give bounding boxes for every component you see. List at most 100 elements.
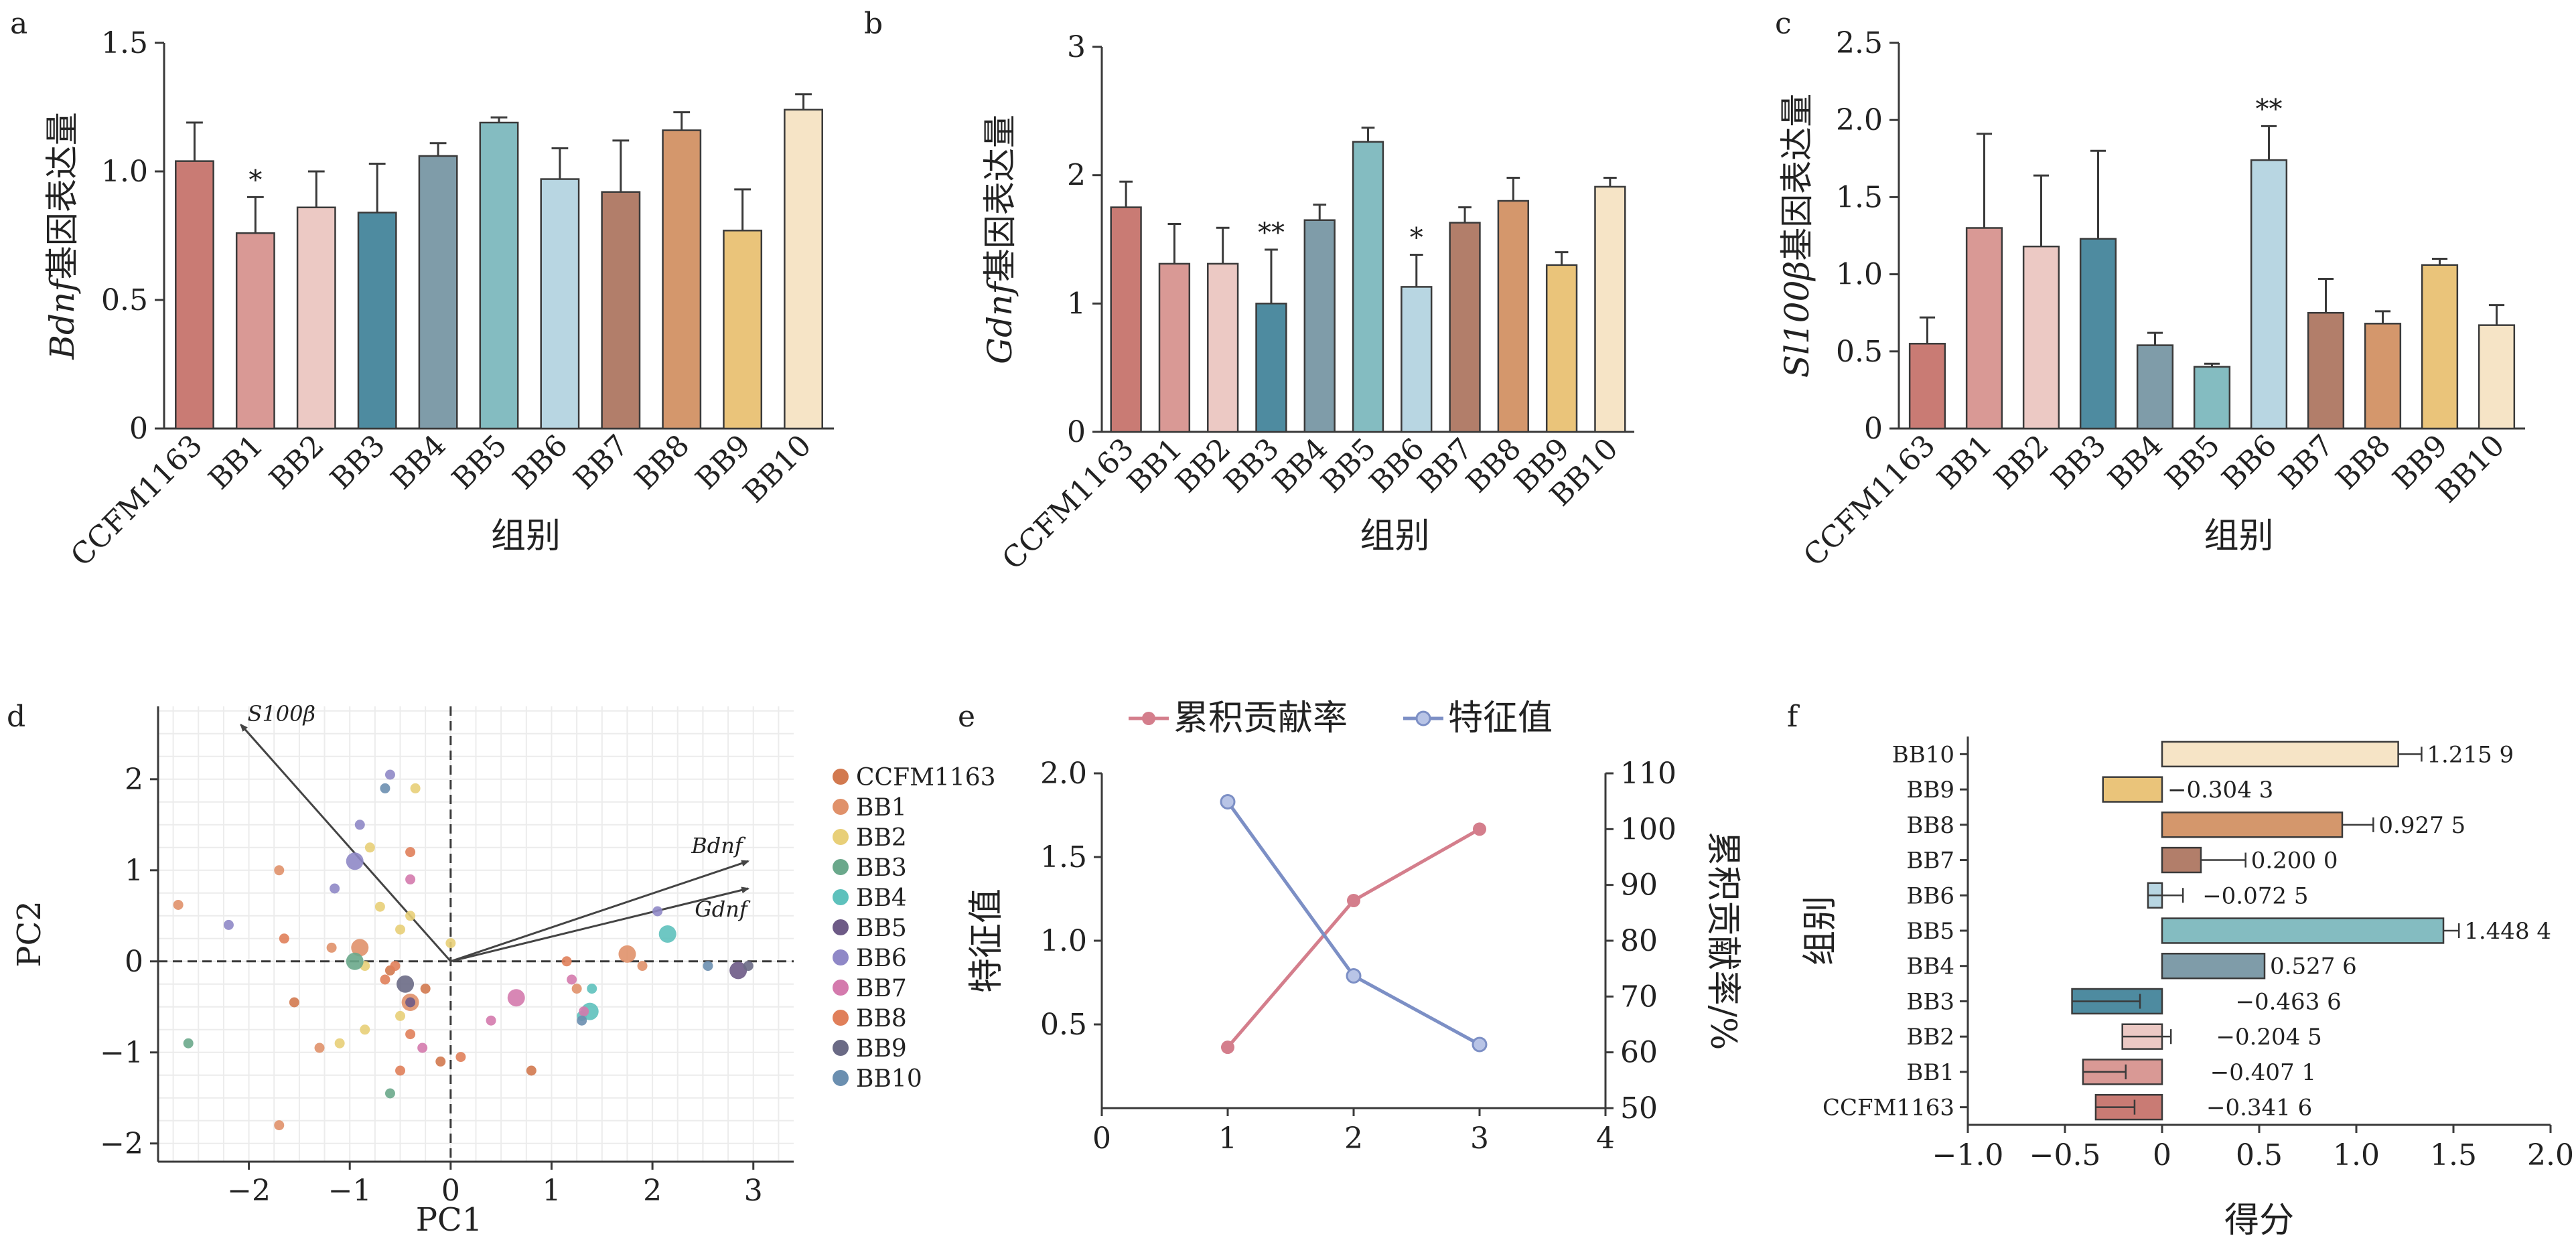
scatter-point-BB1 — [618, 945, 636, 963]
y-tick-label: 0 — [1864, 412, 1883, 446]
bar-BB4 — [1303, 219, 1336, 433]
scatter-point-BB2 — [445, 938, 456, 949]
legend-marker-BB8 — [833, 1010, 849, 1026]
legend-label: BB1 — [856, 794, 907, 822]
value-label: −0.407 1 — [2210, 1059, 2316, 1086]
scatter-point-BB1 — [314, 1042, 325, 1053]
bar-CCFM1163 — [1908, 343, 1946, 430]
y-tick-label: 1 — [1067, 287, 1086, 321]
y-tick-label-right: 110 — [1620, 757, 1676, 791]
bar-BB1 — [1965, 227, 2003, 430]
scatter-point-BB8 — [390, 961, 401, 972]
y-tick-label: BB1 — [1906, 1059, 1954, 1086]
bar-BB7 — [2307, 311, 2345, 430]
significance-mark: * — [1410, 223, 1423, 254]
y-tick-label: BB8 — [1906, 812, 1954, 839]
scatter-point-BB7 — [486, 1015, 496, 1026]
y-tick-label: 2.0 — [1836, 103, 1883, 137]
bar-BB9 — [2102, 776, 2163, 803]
point-cumulative — [1347, 894, 1360, 907]
x-tick-label: BB8 — [2330, 429, 2398, 497]
y-axis-label-text: 基因表达量 — [43, 112, 82, 279]
x-tick-label: 0 — [1092, 1121, 1111, 1156]
legend-marker-BB5 — [833, 919, 849, 935]
scatter-point-BB7 — [507, 989, 525, 1007]
panel-letter: b — [864, 7, 883, 41]
scatter-point-BB2 — [395, 1010, 406, 1021]
scatter-point-BB2 — [410, 783, 421, 793]
bar-BB3 — [357, 212, 397, 430]
x-tick-label: BB7 — [567, 429, 636, 497]
legend-label: BB6 — [856, 945, 907, 972]
scatter-point-CCFM1163 — [420, 984, 431, 994]
significance-mark: ** — [1258, 218, 1285, 248]
value-label: 0.200 0 — [2251, 848, 2338, 874]
x-tick-label: 1 — [542, 1174, 561, 1208]
panel-a: a00.51.01.5CCFM1163*BB1BB2BB3BB4BB5BB6BB… — [10, 7, 834, 573]
y-tick-label: −2 — [100, 1127, 143, 1161]
x-tick-label: 3 — [1470, 1121, 1489, 1156]
scatter-point-BB6 — [330, 883, 340, 894]
scatter-point-BB10 — [380, 783, 390, 793]
bar-BB1 — [235, 232, 275, 430]
bar-BB10 — [784, 108, 823, 430]
y-tick-label: 3 — [1067, 30, 1086, 64]
bar-BB8 — [2161, 811, 2344, 838]
value-label: −0.341 6 — [2206, 1095, 2312, 1121]
scatter-point-BB6 — [346, 852, 364, 870]
scatter-point-BB8 — [405, 847, 416, 858]
y-tick-label-right: 70 — [1620, 980, 1658, 1014]
y-axis-label-right: 累积贡献率/% — [1703, 832, 1743, 1051]
scatter-point-CCFM1163 — [526, 1065, 536, 1076]
legend-marker-BB10 — [833, 1070, 849, 1086]
x-tick-label: 1.0 — [2333, 1138, 2380, 1172]
scatter-point-BB3 — [384, 1088, 395, 1099]
bar-BB7 — [601, 191, 641, 430]
scatter-point-CCFM1163 — [435, 1056, 446, 1067]
y-tick-label: BB3 — [1906, 988, 1954, 1015]
legend-marker-BB3 — [833, 859, 849, 875]
scatter-point-BB2 — [374, 901, 385, 912]
scatter-point-BB6 — [223, 919, 234, 930]
scatter-point-BB4 — [658, 925, 676, 943]
point-eigenvalue — [1472, 1036, 1488, 1053]
y-axis-label-gene: Sl100β — [1778, 261, 1816, 378]
x-axis-label: 组别 — [1360, 516, 1429, 556]
scatter-point-BB1 — [637, 961, 648, 972]
loading-label: Gdnf — [695, 897, 751, 922]
value-label: 1.448 4 — [2464, 918, 2551, 945]
panel-c: c 0 0.5 1.0 1.5 2.0 2.5 CCFM1163BB1BB2BB3BB4BB5… — [1775, 7, 2525, 573]
legend-label: BB7 — [856, 975, 907, 1002]
x-tick-label: 2 — [643, 1174, 662, 1208]
y-axis-label: Gdnf基因表达量 — [981, 114, 1019, 364]
y-tick-label: BB2 — [1906, 1024, 1954, 1051]
x-tick-label: −1 — [328, 1174, 372, 1208]
bar-BB9 — [723, 230, 763, 430]
legend-label: BB4 — [856, 884, 907, 912]
x-tick-label: 4 — [1596, 1121, 1615, 1156]
x-tick-label: BB4 — [2102, 429, 2170, 497]
series-line-eigenvalue — [1226, 801, 1481, 1047]
scatter-point-BB8 — [455, 1052, 466, 1063]
y-tick-label-left: 1.5 — [1040, 840, 1087, 874]
bar-BB5 — [1352, 141, 1384, 433]
x-tick-label: 0 — [2153, 1138, 2171, 1172]
bar-BB7 — [2161, 846, 2202, 874]
y-tick-label: 1.0 — [101, 155, 148, 189]
legend-marker-CCFM1163 — [833, 769, 849, 785]
y-tick-label: 1 — [125, 854, 143, 888]
y-tick-label-right: 100 — [1620, 812, 1676, 846]
scatter-point-BB8 — [561, 956, 572, 967]
value-label: −0.204 5 — [2216, 1024, 2322, 1051]
y-tick-label: 1.0 — [1836, 258, 1883, 292]
panel-e: e0 1 2 3 40.51.01.52.05060708090100110累积贡献率特… — [958, 698, 1743, 1156]
bar-BB6 — [2250, 159, 2288, 430]
bar-BB7 — [1449, 222, 1481, 433]
y-tick-label: 2 — [1067, 159, 1086, 193]
scatter-point-BB2 — [334, 1038, 345, 1049]
y-tick-label: 0.5 — [1836, 335, 1883, 369]
scatter-point-BB4 — [587, 984, 597, 994]
y-axis-label: Bdnf基因表达量 — [43, 112, 82, 360]
value-label: −0.304 3 — [2167, 777, 2273, 803]
